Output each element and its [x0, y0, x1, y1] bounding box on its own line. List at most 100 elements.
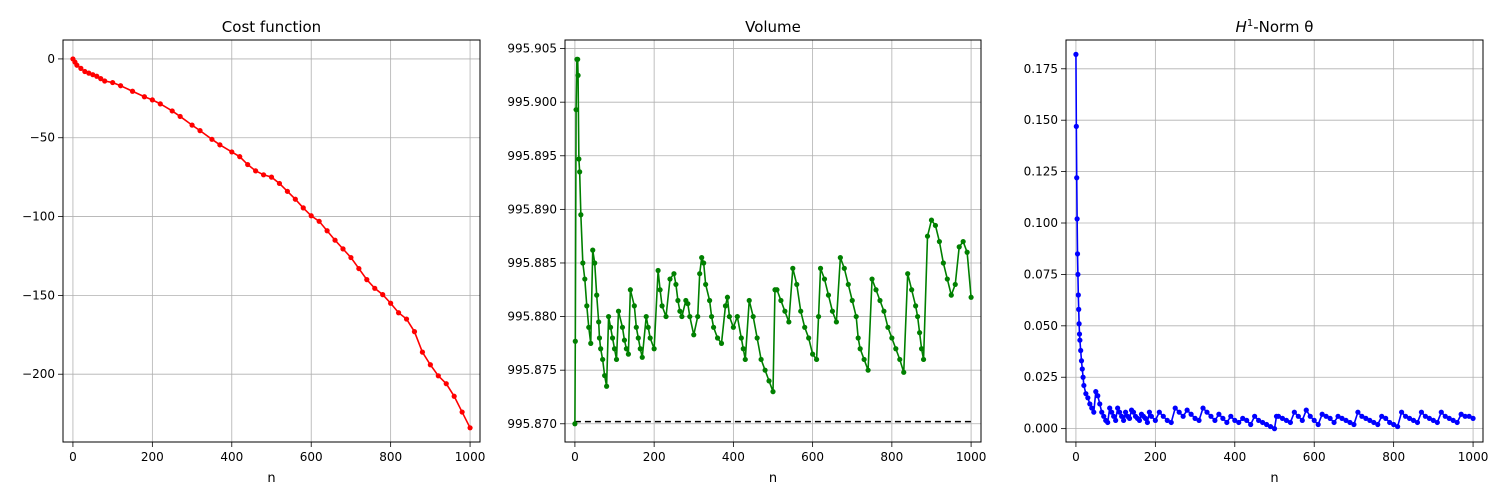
data-point-cost-function	[129, 88, 136, 94]
tick-label-x-volume: 0	[571, 450, 579, 464]
data-point-h1-norm	[1095, 393, 1101, 399]
data-point-cost-function	[276, 180, 283, 187]
tick-label-y-h1-norm: 0.050	[1024, 319, 1058, 333]
data-point-h1-norm	[1283, 417, 1290, 424]
data-point-volume	[786, 319, 792, 325]
data-point-volume	[596, 319, 602, 325]
data-point-volume	[615, 308, 622, 314]
data-point-volume	[625, 351, 631, 357]
data-point-volume	[580, 260, 586, 266]
tick-label-x-cost-function: 600	[300, 450, 323, 464]
tick-label-x-volume: 200	[643, 450, 666, 464]
data-point-h1-norm	[1454, 419, 1460, 426]
data-point-h1-norm	[1074, 216, 1080, 222]
tick-label-x-h1-norm: 0	[1072, 450, 1080, 464]
data-point-volume	[746, 297, 752, 304]
data-point-volume	[596, 335, 603, 341]
data-point-volume	[782, 308, 788, 314]
data-point-volume	[734, 313, 740, 320]
tick-label-y-cost-function: −100	[22, 210, 55, 224]
tick-label-x-cost-function: 0	[69, 450, 77, 464]
data-point-h1-norm	[1375, 421, 1381, 428]
data-point-cost-function	[86, 70, 92, 76]
data-point-h1-norm	[1434, 419, 1440, 426]
data-point-volume	[940, 260, 946, 266]
data-point-h1-norm	[1188, 411, 1194, 417]
data-point-h1-norm	[1208, 413, 1214, 419]
data-point-cost-function	[364, 277, 370, 283]
data-point-h1-norm	[1418, 409, 1425, 415]
data-point-h1-norm	[1204, 409, 1210, 415]
data-point-volume	[576, 156, 582, 162]
data-point-cost-function	[110, 79, 116, 86]
data-point-h1-norm	[1156, 409, 1162, 415]
data-point-volume	[697, 271, 703, 277]
grid-cost-function	[63, 40, 480, 442]
title-h1-norm: H1-Norm θ	[1236, 18, 1314, 36]
tick-label-x-h1-norm: 1000	[1458, 450, 1489, 464]
data-point-cost-function	[90, 72, 96, 78]
data-point-volume	[845, 281, 851, 288]
data-point-volume	[575, 56, 581, 62]
data-point-volume	[695, 313, 701, 320]
data-point-volume	[586, 324, 592, 330]
data-point-h1-norm	[1406, 415, 1413, 421]
data-point-volume	[679, 313, 685, 320]
data-point-volume	[602, 372, 608, 379]
tick-label-y-volume: 995.890	[507, 202, 557, 216]
data-point-volume	[798, 308, 804, 314]
data-point-h1-norm	[1446, 415, 1452, 421]
data-point-cost-function	[149, 97, 155, 103]
tick-label-y-h1-norm: 0.150	[1024, 113, 1058, 127]
ticks-volume: 0 200 400 600 800 1000 995.870 995.875 995.880 99…	[507, 42, 986, 464]
data-point-h1-norm	[1323, 413, 1329, 419]
data-point-cost-function	[411, 329, 418, 335]
data-point-cost-function	[157, 101, 163, 107]
data-point-h1-norm	[1136, 417, 1143, 424]
data-point-volume	[714, 335, 721, 341]
data-point-volume	[655, 267, 661, 274]
tick-label-x-volume: 1000	[956, 450, 987, 464]
data-point-volume	[577, 169, 583, 175]
tick-label-x-volume: 600	[801, 450, 824, 464]
data-point-cost-function	[451, 393, 457, 399]
data-point-h1-norm	[1220, 415, 1226, 421]
data-point-volume	[857, 346, 863, 352]
data-point-h1-norm	[1442, 413, 1448, 419]
data-point-h1-norm	[1319, 411, 1325, 417]
grid-h1-norm	[1066, 40, 1483, 442]
data-point-volume	[573, 107, 579, 113]
data-point-volume	[817, 265, 824, 271]
data-point-h1-norm	[1117, 409, 1123, 415]
data-point-h1-norm	[1074, 251, 1081, 257]
data-point-h1-norm	[1430, 417, 1436, 424]
data-point-volume	[918, 346, 925, 352]
data-point-h1-norm	[1148, 413, 1154, 419]
tick-label-y-h1-norm: 0.125	[1024, 165, 1058, 179]
data-point-volume	[790, 265, 796, 271]
tick-label-x-volume: 400	[722, 450, 745, 464]
tick-label-y-volume: 995.885	[507, 256, 557, 270]
data-point-volume	[621, 337, 628, 343]
data-point-cost-function	[78, 65, 84, 71]
data-point-volume	[691, 332, 697, 338]
data-point-h1-norm	[1256, 417, 1262, 424]
data-point-h1-norm	[1343, 417, 1349, 424]
data-point-volume	[643, 313, 649, 320]
data-point-volume	[810, 351, 816, 357]
data-point-h1-norm	[1105, 419, 1111, 426]
data-point-volume	[901, 369, 907, 375]
data-point-volume	[609, 335, 616, 341]
tick-label-y-volume: 995.880	[507, 310, 557, 324]
data-point-h1-norm	[1089, 405, 1095, 411]
data-point-cost-function	[395, 310, 402, 316]
panel-h1-norm: 0 200 400 600 800 1000 0.000 0.025 0.050 0.075 0.1…	[1024, 18, 1489, 486]
data-point-volume	[619, 324, 626, 330]
series-volume	[572, 56, 974, 427]
data-point-cost-function	[177, 113, 183, 120]
data-point-h1-norm	[1146, 409, 1152, 415]
data-point-h1-norm	[1414, 419, 1421, 426]
data-point-volume	[778, 297, 784, 304]
data-point-h1-norm	[1081, 382, 1087, 389]
data-point-h1-norm	[1083, 391, 1089, 397]
